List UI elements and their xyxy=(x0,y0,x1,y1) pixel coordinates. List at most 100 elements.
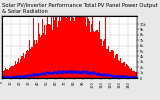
Bar xyxy=(120,58,121,78)
Bar xyxy=(122,63,123,78)
Bar xyxy=(12,66,13,78)
Bar xyxy=(70,21,71,78)
Bar xyxy=(119,61,120,78)
Bar xyxy=(19,63,20,78)
Bar xyxy=(52,30,53,78)
Bar xyxy=(108,46,109,78)
Bar xyxy=(51,8,52,78)
Bar xyxy=(69,0,70,78)
Bar xyxy=(101,39,102,78)
Bar xyxy=(39,40,40,78)
Bar xyxy=(105,12,106,78)
Bar xyxy=(18,58,19,78)
Bar xyxy=(67,14,68,78)
Bar xyxy=(118,60,119,78)
Bar xyxy=(11,66,12,78)
Bar xyxy=(74,21,75,78)
Text: Solar PV/Inverter Performance Total PV Panel Power Output & Solar Radiation: Solar PV/Inverter Performance Total PV P… xyxy=(2,3,157,14)
Bar xyxy=(135,72,136,78)
Bar xyxy=(128,66,129,78)
Bar xyxy=(127,65,128,78)
Bar xyxy=(6,69,7,78)
Bar xyxy=(109,52,110,78)
Bar xyxy=(65,7,66,78)
Bar xyxy=(84,29,85,78)
Bar xyxy=(2,72,3,78)
Bar xyxy=(33,18,34,78)
Bar xyxy=(130,69,131,78)
Bar xyxy=(15,61,16,78)
Bar xyxy=(61,6,62,78)
Bar xyxy=(86,26,87,78)
Bar xyxy=(66,22,67,78)
Bar xyxy=(7,69,8,78)
Bar xyxy=(82,15,83,78)
Bar xyxy=(21,56,22,78)
Bar xyxy=(56,0,57,78)
Bar xyxy=(78,15,79,78)
Bar xyxy=(123,62,124,78)
Bar xyxy=(47,11,48,78)
Bar xyxy=(9,68,10,78)
Bar xyxy=(14,65,15,78)
Bar xyxy=(91,24,92,78)
Bar xyxy=(5,68,6,78)
Bar xyxy=(55,16,56,78)
Bar xyxy=(40,37,41,78)
Bar xyxy=(24,57,25,78)
Bar xyxy=(117,54,118,78)
Bar xyxy=(114,58,115,78)
Bar xyxy=(97,30,98,78)
Bar xyxy=(68,8,69,78)
Bar xyxy=(46,25,47,78)
Bar xyxy=(124,62,125,78)
Bar xyxy=(49,24,50,78)
Bar xyxy=(17,62,18,78)
Bar xyxy=(94,32,95,78)
Bar xyxy=(37,43,38,78)
Bar xyxy=(88,19,89,78)
Bar xyxy=(20,55,21,78)
Bar xyxy=(71,17,72,78)
Bar xyxy=(26,51,27,78)
Bar xyxy=(96,30,97,78)
Bar xyxy=(60,21,61,78)
Bar xyxy=(64,15,65,78)
Bar xyxy=(38,23,39,78)
Bar xyxy=(131,68,132,78)
Bar xyxy=(81,0,82,78)
Bar xyxy=(22,56,23,78)
Bar xyxy=(34,40,35,78)
Bar xyxy=(10,67,11,78)
Bar xyxy=(111,50,112,78)
Bar xyxy=(30,49,31,78)
Bar xyxy=(73,18,74,78)
Bar xyxy=(25,54,26,78)
Bar xyxy=(42,18,43,78)
Bar xyxy=(54,20,55,78)
Bar xyxy=(62,6,63,78)
Bar xyxy=(50,26,51,78)
Bar xyxy=(29,40,30,78)
Bar xyxy=(104,39,105,78)
Bar xyxy=(76,9,77,78)
Bar xyxy=(75,16,76,78)
Bar xyxy=(126,64,127,78)
Bar xyxy=(72,17,73,78)
Bar xyxy=(32,47,33,78)
Bar xyxy=(43,33,44,78)
Bar xyxy=(132,71,133,78)
Bar xyxy=(48,24,49,78)
Bar xyxy=(16,64,17,78)
Bar xyxy=(85,14,86,78)
Bar xyxy=(110,52,111,78)
Bar xyxy=(57,27,58,78)
Bar xyxy=(58,21,59,78)
Bar xyxy=(4,70,5,78)
Bar xyxy=(8,70,9,78)
Bar xyxy=(90,32,91,78)
Bar xyxy=(102,46,103,78)
Bar xyxy=(63,0,64,78)
Bar xyxy=(98,32,99,78)
Bar xyxy=(134,71,135,78)
